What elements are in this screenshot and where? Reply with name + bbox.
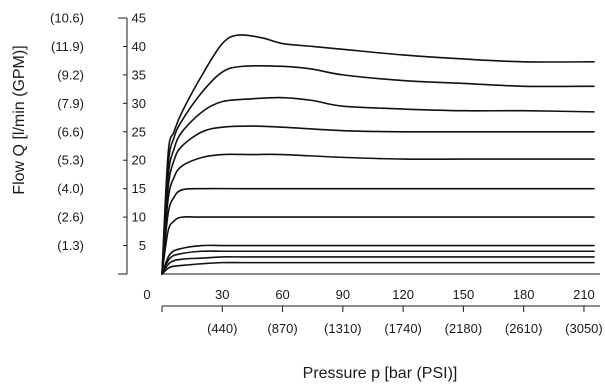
- y-tick-secondary-label: (1.3): [57, 238, 84, 253]
- x-tick-secondary-label: (2610): [505, 321, 543, 336]
- y-tick-label: 5: [139, 238, 146, 253]
- series-line-3: [161, 250, 595, 275]
- series-line-9: [161, 96, 595, 275]
- series-line-6: [161, 187, 595, 275]
- x-tick-label: 120: [392, 287, 414, 302]
- x-tick-secondary-label: (3050): [565, 321, 603, 336]
- x-tick-label: 30: [215, 287, 229, 302]
- x-tick-label: 180: [513, 287, 535, 302]
- series-line-8: [161, 125, 595, 275]
- y-tick-secondary-label: (6.6): [57, 124, 84, 139]
- series-line-7: [161, 153, 595, 275]
- y-tick-secondary-label: (11.9): [51, 39, 84, 54]
- y-tick-secondary-label: (10.6): [50, 11, 84, 26]
- x-tick-label: 210: [573, 287, 595, 302]
- x-tick-secondary-label: (2180): [445, 321, 483, 336]
- y-tick-secondary-label: (4.0): [57, 181, 84, 196]
- y-tick-secondary-label: (7.9): [57, 96, 84, 111]
- series-line-5: [161, 216, 595, 275]
- y-tick-label: 10: [132, 210, 146, 225]
- y-tick-secondary-label: (2.6): [57, 210, 84, 225]
- y-axis-title: Flow Q [l/min (GPM)]: [11, 45, 28, 194]
- x-tick-label: 60: [275, 287, 289, 302]
- x-tick-label: 150: [453, 287, 475, 302]
- y-tick-label: 15: [132, 181, 146, 196]
- y-tick-label: 25: [132, 124, 146, 139]
- x-tick-secondary-label: (870): [267, 321, 297, 336]
- y-tick-label: 40: [132, 39, 146, 54]
- y-tick-secondary-label: (9.2): [57, 67, 84, 82]
- y-tick-label: 20: [132, 153, 146, 168]
- x-tick-secondary-label: (1740): [384, 321, 422, 336]
- x-tick-label: 90: [336, 287, 350, 302]
- axes: [118, 17, 600, 312]
- series-line-1: [161, 261, 595, 275]
- series-line-11: [161, 34, 595, 275]
- series-line-4: [161, 244, 595, 275]
- x-tick-label: 0: [143, 287, 150, 302]
- series-lines: [161, 34, 595, 275]
- x-tick-secondary-label: (440): [207, 321, 237, 336]
- y-tick-label: 35: [132, 67, 146, 82]
- y-tick-label: 45: [132, 11, 146, 26]
- y-tick-secondary-label: (5.3): [57, 153, 84, 168]
- series-line-10: [161, 65, 595, 275]
- x-axis-title: Pressure p [bar (PSI)]: [303, 365, 458, 382]
- tick-labels: 5 (1.3) 10 (2.6) 15 (4.0) 20 (5.3) 25 (6.6) 30 (7.9…: [50, 11, 603, 337]
- series-line-2: [161, 256, 595, 275]
- x-tick-secondary-label: (1310): [324, 321, 362, 336]
- y-tick-label: 30: [132, 96, 146, 111]
